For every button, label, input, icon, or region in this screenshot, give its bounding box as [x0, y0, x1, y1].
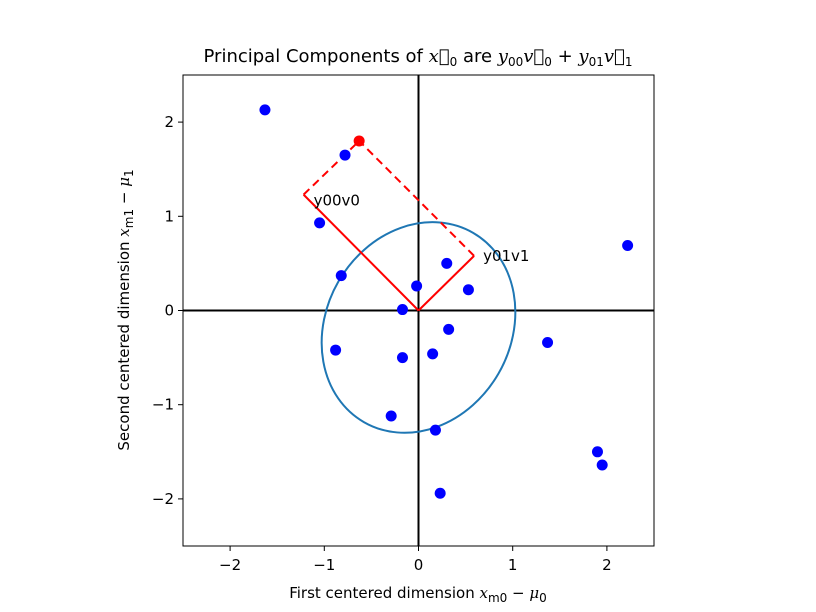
ylabel-mu: μ [115, 177, 133, 187]
y-tick-label: 0 [164, 302, 174, 320]
covariance-ellipse [320, 221, 517, 434]
xlabel-mu: μ [529, 584, 539, 602]
highlight-point [353, 135, 365, 147]
data-point [396, 304, 408, 316]
title-y01: y [577, 46, 589, 67]
ylabel-prefix: Second centered dimension [115, 237, 133, 451]
chart-title: Principal Components of x⃗0 are y00v⃗0 +… [204, 46, 633, 69]
data-point [330, 344, 342, 356]
plot-content [183, 75, 654, 546]
x-tick-label: −1 [313, 556, 335, 574]
plot-area: y00v0 y01v1 −2 −1 0 1 2 −2 −1 0 1 2 [152, 74, 655, 574]
y-ticks: −2 −1 0 1 2 [152, 113, 183, 508]
component-vectors [302, 140, 475, 312]
x-tick-label: 1 [508, 556, 518, 574]
title-v1: v⃗ [604, 46, 625, 67]
x-tick-label: −2 [219, 556, 241, 574]
ylabel-var: x [115, 228, 133, 237]
y-tick-label: 2 [164, 113, 174, 131]
data-point [339, 149, 351, 161]
data-point [314, 217, 326, 229]
data-point [443, 323, 455, 335]
data-point [434, 487, 446, 499]
xlabel-mu-sub: 0 [539, 591, 547, 605]
title-y01-sub: 01 [589, 55, 604, 69]
title-prefix: Principal Components of [204, 46, 429, 67]
data-point [411, 280, 423, 292]
vector-y00v0 [302, 193, 420, 312]
y-axis-label: Second centered dimension xm1 − μ1 [115, 169, 136, 450]
title-x0-sub: 0 [450, 55, 458, 69]
data-point [542, 337, 554, 349]
annotations: y00v0 y01v1 [314, 192, 530, 265]
data-point [462, 284, 474, 296]
data-point [427, 348, 439, 360]
title-y00-sub: 00 [508, 55, 523, 69]
data-point [596, 459, 608, 471]
title-v0: v⃗ [523, 46, 544, 67]
data-point [259, 104, 271, 116]
data-point [622, 240, 634, 252]
x-tick-label: 0 [414, 556, 424, 574]
vector-y01v1 [417, 255, 475, 312]
title-y00: y [497, 46, 509, 67]
data-points [259, 104, 634, 499]
y-tick-label: 1 [164, 207, 174, 225]
dashed-line-from-v1 [358, 140, 475, 257]
data-point [429, 424, 441, 436]
title-middle: are [457, 46, 498, 67]
ylabel-var-sub: m1 [122, 209, 136, 228]
xlabel-var: x [479, 584, 488, 602]
ylabel-mu-sub: 1 [122, 169, 136, 177]
title-plus: + [552, 46, 579, 67]
title-v0-sub: 0 [544, 55, 552, 69]
label-y00v0: y00v0 [314, 192, 360, 210]
x-tick-label: 2 [602, 556, 612, 574]
data-point [385, 410, 397, 422]
x-ticks: −2 −1 0 1 2 [219, 546, 612, 574]
y-tick-label: −2 [152, 490, 174, 508]
xlabel-minus: − [507, 584, 529, 602]
label-y01v1: y01v1 [483, 247, 529, 265]
y-tick-label: −1 [152, 396, 174, 414]
dashed-line-from-v0 [302, 140, 360, 196]
xlabel-var-sub: m0 [488, 591, 507, 605]
title-v1-sub: 1 [625, 55, 633, 69]
title-x0: x⃗ [429, 46, 450, 67]
data-point [396, 352, 408, 364]
data-point [591, 446, 603, 458]
ylabel-minus: − [115, 187, 133, 209]
data-point [441, 257, 453, 269]
x-axis-label: First centered dimension xm0 − μ0 [289, 584, 547, 605]
xlabel-prefix: First centered dimension [289, 584, 479, 602]
data-point [335, 270, 347, 282]
